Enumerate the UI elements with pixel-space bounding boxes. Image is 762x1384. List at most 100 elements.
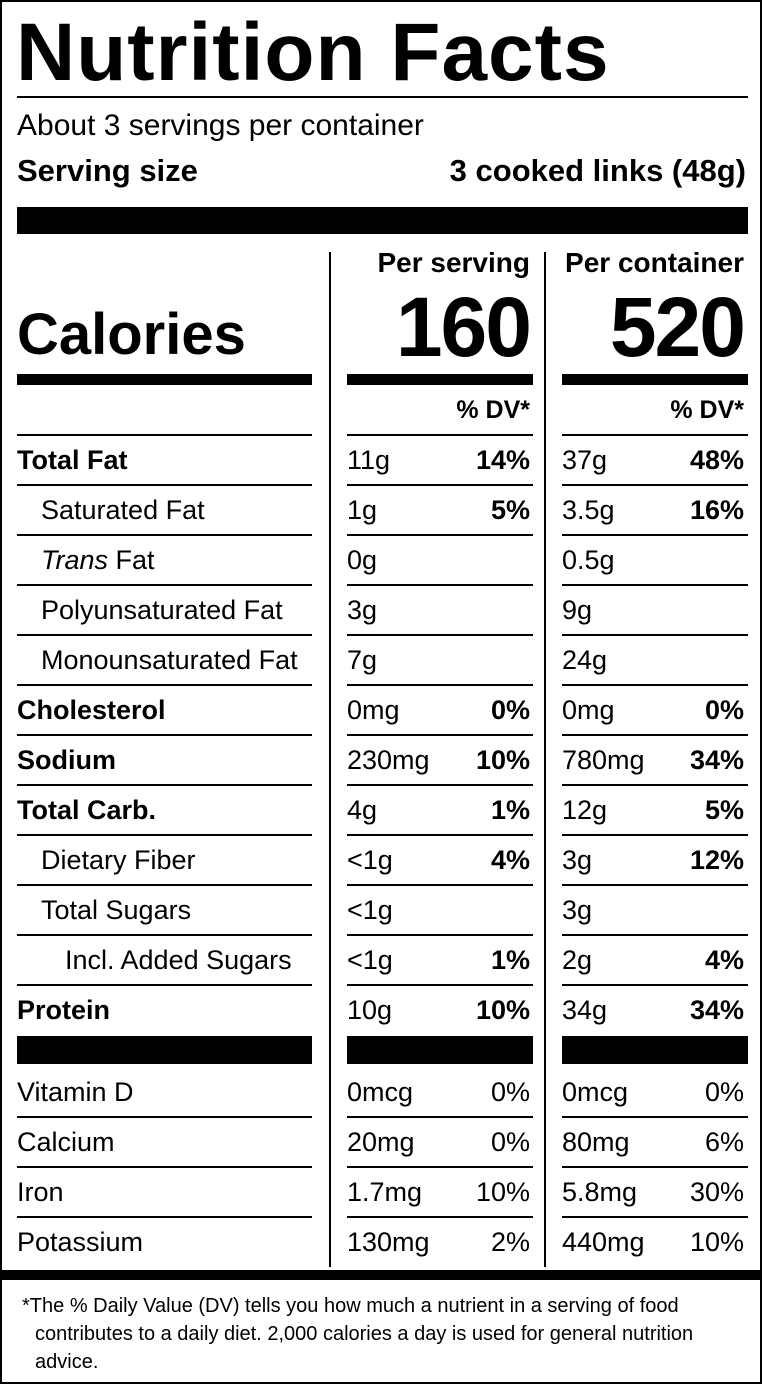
row-rule bbox=[347, 634, 533, 636]
daily-value: 0% bbox=[490, 1127, 530, 1157]
daily-value: 0% bbox=[704, 1077, 744, 1107]
nutrient-name-text: Fat bbox=[115, 545, 155, 575]
serving-size-value: 3 cooked links (48g) bbox=[449, 153, 746, 188]
amount: 1.7mg bbox=[347, 1177, 423, 1207]
daily-value: 10% bbox=[689, 1227, 744, 1257]
daily-value: 34% bbox=[689, 745, 744, 775]
row-rule bbox=[562, 884, 748, 886]
row-rule bbox=[17, 834, 312, 836]
column-divider bbox=[329, 252, 331, 1267]
nutrient-name: Protein bbox=[17, 993, 110, 1027]
row-rule bbox=[562, 634, 748, 636]
row-rule bbox=[17, 634, 312, 636]
amount: 24g bbox=[562, 645, 608, 675]
amount: 0g bbox=[347, 545, 378, 575]
nutrient-name-italic: Trans bbox=[41, 545, 109, 575]
nutrient-name: Sodium bbox=[17, 743, 116, 777]
amount: 37g bbox=[562, 445, 608, 475]
row-rule bbox=[347, 784, 533, 786]
row-rule bbox=[347, 684, 533, 686]
row-rule bbox=[347, 834, 533, 836]
daily-value: 10% bbox=[475, 745, 530, 775]
daily-value: 30% bbox=[689, 1177, 744, 1207]
dv-heading: % DV* bbox=[670, 396, 744, 424]
amount: 10g bbox=[347, 995, 393, 1025]
row-rule bbox=[562, 984, 748, 986]
calories-value: 160 bbox=[395, 280, 532, 374]
column-divider bbox=[544, 252, 546, 1267]
daily-value: 4% bbox=[490, 845, 530, 875]
amount: 2g bbox=[562, 945, 593, 975]
amount: <1g bbox=[347, 945, 393, 975]
column-heading: Per serving bbox=[377, 247, 530, 278]
amount: 1g bbox=[347, 495, 378, 525]
nutrient-name-text: Saturated Fat bbox=[41, 495, 205, 525]
daily-value: 48% bbox=[689, 445, 744, 475]
row-rule bbox=[562, 434, 748, 436]
row-rule bbox=[347, 734, 533, 736]
daily-value: 0% bbox=[704, 695, 744, 725]
row-rule bbox=[17, 584, 312, 586]
row-rule bbox=[347, 584, 533, 586]
vitamin-name: Vitamin D bbox=[17, 1077, 134, 1107]
row-rule bbox=[347, 1216, 533, 1218]
row-rule bbox=[347, 1166, 533, 1168]
daily-value: 14% bbox=[475, 445, 530, 475]
row-rule bbox=[562, 734, 748, 736]
amount: 0mcg bbox=[562, 1077, 629, 1107]
daily-value: 1% bbox=[490, 945, 530, 975]
nutrient-name: Trans Fat bbox=[41, 543, 155, 577]
row-rule bbox=[347, 984, 533, 986]
daily-value: 34% bbox=[689, 995, 744, 1025]
row-rule bbox=[17, 884, 312, 886]
nutrient-name-text: Incl. Added Sugars bbox=[65, 945, 292, 975]
vitamin-name: Potassium bbox=[17, 1227, 144, 1257]
servings: About 3 servings per container bbox=[17, 109, 424, 142]
serving-size-label: Serving size bbox=[17, 153, 198, 188]
daily-value: 0% bbox=[490, 1077, 530, 1107]
daily-value: 6% bbox=[704, 1127, 744, 1157]
daily-value: 5% bbox=[704, 795, 744, 825]
amount: 11g bbox=[347, 445, 391, 475]
amount: 9g bbox=[562, 595, 593, 625]
row-rule bbox=[347, 1036, 533, 1064]
row-rule bbox=[17, 934, 312, 936]
nutrient-name: Incl. Added Sugars bbox=[65, 943, 292, 977]
amount: 440mg bbox=[562, 1227, 645, 1257]
daily-value: 10% bbox=[475, 1177, 530, 1207]
daily-value: 1% bbox=[490, 795, 530, 825]
amount: 20mg bbox=[347, 1127, 415, 1157]
amount: 34g bbox=[562, 995, 608, 1025]
amount: 0.5g bbox=[562, 545, 615, 575]
amount: 80mg bbox=[562, 1127, 630, 1157]
row-rule bbox=[17, 534, 312, 536]
row-rule bbox=[562, 934, 748, 936]
amount: 3g bbox=[347, 595, 378, 625]
nutrient-name: Polyunsaturated Fat bbox=[41, 593, 283, 627]
nutrient-name-text: Total Carb. bbox=[17, 795, 157, 825]
amount: 5.8mg bbox=[562, 1177, 638, 1207]
rule bbox=[17, 96, 748, 98]
row-rule bbox=[17, 434, 312, 436]
footnote: *The % Daily Value (DV) tells you how mu… bbox=[22, 1292, 735, 1376]
footnote-text: The % Daily Value (DV) tells you how muc… bbox=[29, 1295, 694, 1373]
row-rule bbox=[562, 1116, 748, 1118]
nutrient-name-text: Total Fat bbox=[17, 445, 128, 475]
amount: 0mg bbox=[347, 695, 400, 725]
daily-value: 10% bbox=[475, 995, 530, 1025]
amount: 130mg bbox=[347, 1227, 430, 1257]
row-rule bbox=[347, 374, 533, 385]
row-rule bbox=[562, 584, 748, 586]
nutrient-name: Monounsaturated Fat bbox=[41, 643, 298, 677]
title: Nutrition Facts bbox=[16, 7, 610, 98]
nutrient-name: Saturated Fat bbox=[41, 493, 205, 527]
daily-value: 16% bbox=[689, 495, 744, 525]
row-rule bbox=[347, 434, 533, 436]
row-rule bbox=[17, 984, 312, 986]
amount: 7g bbox=[347, 645, 378, 675]
nutrient-name-text: Protein bbox=[17, 995, 111, 1025]
row-rule bbox=[562, 534, 748, 536]
amount: 780mg bbox=[562, 745, 645, 775]
dv-heading: % DV* bbox=[456, 396, 530, 424]
